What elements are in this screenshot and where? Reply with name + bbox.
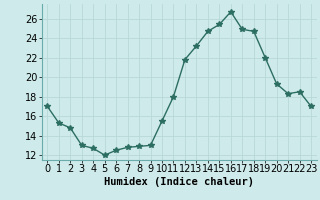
X-axis label: Humidex (Indice chaleur): Humidex (Indice chaleur) bbox=[104, 177, 254, 187]
